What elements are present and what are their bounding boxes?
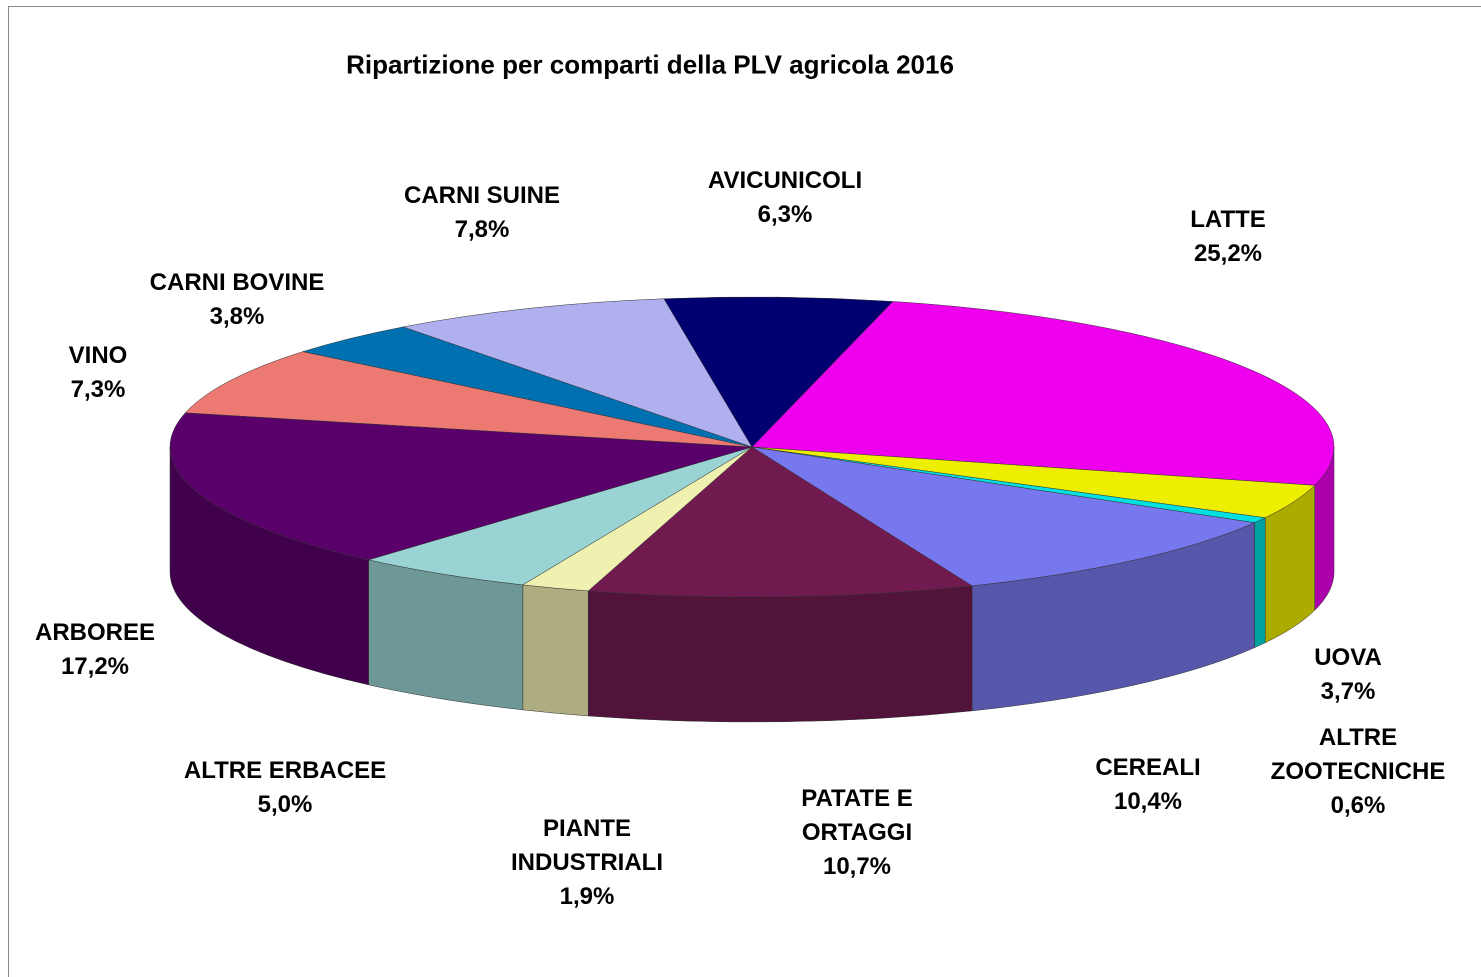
value-label: 3,7%	[1320, 678, 1376, 705]
slice	[587, 446, 973, 598]
category-label: CEREALI	[1095, 754, 1201, 781]
data-label: ARBOREE 17,2%	[35, 616, 155, 684]
slice-side	[1254, 517, 1266, 649]
value-label: 3,8%	[209, 303, 265, 330]
slice	[402, 298, 753, 448]
data-label: PIANTE INDUSTRIALI 1,9%	[492, 812, 682, 914]
value-label: 10,7%	[822, 853, 892, 880]
category-label: UOVA	[1314, 644, 1382, 671]
category-label: VINO	[68, 342, 128, 369]
slice-side	[522, 584, 589, 717]
category-label: AVICUNICOLI	[707, 167, 863, 194]
category-label: LATTE	[1190, 206, 1266, 233]
data-label: ALTRE ERBACEE 5,0%	[184, 754, 386, 822]
category-label: CARNI BOVINE	[149, 269, 325, 296]
value-label: 7,8%	[454, 216, 510, 243]
data-label: ALTRE ZOOTECNICHE 0,6%	[1248, 721, 1468, 823]
value-label: 17,2%	[60, 653, 130, 680]
category-label: ALTRE ZOOTECNICHE	[1270, 724, 1446, 785]
slice	[751, 446, 1256, 587]
data-label: AVICUNICOLI 6,3%	[708, 164, 862, 232]
value-label: 0,6%	[1330, 792, 1386, 819]
chart-title: Ripartizione per comparti della PLV agri…	[346, 49, 954, 80]
slice	[663, 296, 894, 448]
data-label: PATATE E ORTAGGI 10,7%	[777, 782, 937, 884]
slice	[184, 351, 753, 448]
slice	[751, 301, 1335, 486]
category-label: ALTRE ERBACEE	[183, 757, 387, 784]
value-label: 10,4%	[1113, 788, 1183, 815]
category-label: CARNI SUINE	[403, 182, 561, 209]
value-label: 5,0%	[257, 791, 313, 818]
data-label: CEREALI 10,4%	[1095, 751, 1200, 819]
data-label: CARNI BOVINE 3,8%	[150, 266, 325, 334]
category-label: PATATE E ORTAGGI	[801, 785, 913, 846]
value-label: 25,2%	[1193, 240, 1263, 267]
data-label: LATTE 25,2%	[1190, 203, 1266, 271]
data-label: CARNI SUINE 7,8%	[404, 179, 560, 247]
value-label: 1,9%	[559, 883, 615, 910]
category-label: ARBOREE	[34, 619, 156, 646]
chart-frame	[8, 6, 1481, 977]
value-label: 6,3%	[757, 201, 813, 228]
category-label: PIANTE INDUSTRIALI	[511, 815, 663, 876]
slice	[367, 446, 753, 586]
value-label: 7,3%	[70, 376, 126, 403]
slice	[169, 412, 753, 561]
data-label: VINO 7,3%	[69, 339, 128, 407]
data-label: UOVA 3,7%	[1314, 641, 1382, 709]
slice-side	[587, 585, 973, 723]
